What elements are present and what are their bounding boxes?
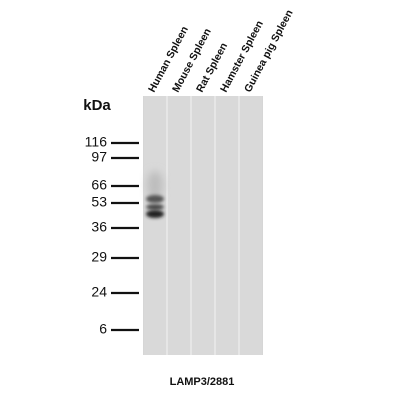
band <box>146 210 164 218</box>
lane <box>240 96 262 355</box>
lane <box>216 96 238 355</box>
caption: LAMP3/2881 <box>170 376 235 388</box>
unit-label: kDa <box>83 97 111 114</box>
marker-label: 116 <box>85 134 108 150</box>
marker-label: 97 <box>91 149 107 165</box>
lane <box>144 96 166 355</box>
lane <box>168 96 190 355</box>
lane <box>192 96 214 355</box>
marker-label: 29 <box>91 249 107 265</box>
band <box>146 195 164 203</box>
marker-label: 24 <box>91 284 107 300</box>
marker-label: 6 <box>99 321 107 337</box>
band <box>146 204 164 210</box>
marker-label: 53 <box>91 194 107 210</box>
lanes <box>144 96 262 355</box>
marker-label: 66 <box>91 177 107 193</box>
bands <box>146 171 164 218</box>
marker-label: 36 <box>91 219 107 235</box>
smear <box>147 171 163 199</box>
